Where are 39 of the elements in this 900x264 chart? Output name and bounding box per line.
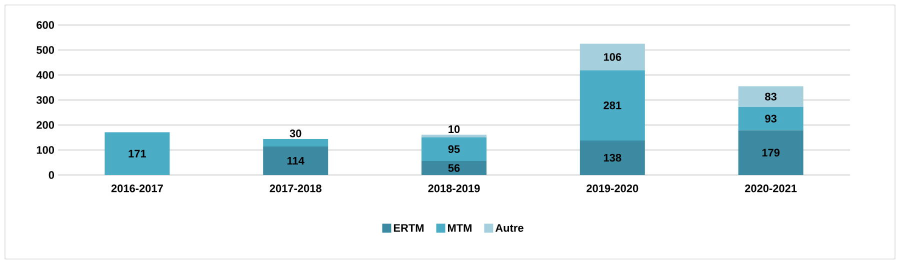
bar <box>580 140 645 175</box>
legend-label: ERTM <box>394 224 424 232</box>
y-tick-label: 600 <box>36 21 54 29</box>
data-label: 56 <box>448 164 460 172</box>
y-tick-label: 400 <box>36 71 54 79</box>
bar <box>580 44 645 70</box>
data-label: 93 <box>765 114 777 123</box>
bar <box>738 107 804 130</box>
y-tick-label: 100 <box>36 146 54 154</box>
bar <box>422 161 487 175</box>
bar <box>422 134 487 138</box>
data-label: 114 <box>287 156 304 165</box>
bar <box>738 86 804 107</box>
y-tick-label: 300 <box>36 96 54 104</box>
x-tick-label: 2019-2020 <box>586 184 638 192</box>
bar <box>104 132 170 175</box>
legend-label: Autre <box>495 224 524 232</box>
data-label: 10 <box>448 125 460 134</box>
bar <box>422 137 487 161</box>
data-label: 179 <box>762 148 780 157</box>
bar <box>263 146 328 175</box>
x-tick-label: 2018-2019 <box>428 184 480 192</box>
x-tick-label: 2017-2018 <box>270 184 322 192</box>
y-tick-label: 200 <box>36 121 54 129</box>
data-label: 171 <box>128 150 146 158</box>
data-label: 30 <box>290 130 302 138</box>
legend-label: MTM <box>448 224 472 232</box>
x-tick-label: 2020-2021 <box>744 184 797 192</box>
bar <box>580 70 645 140</box>
data-label: 138 <box>604 154 622 162</box>
y-tick-label: 500 <box>36 46 54 54</box>
x-tick-label: 2016-2017 <box>111 184 163 192</box>
y-tick-label: 0 <box>48 171 54 179</box>
data-label: 95 <box>448 145 460 154</box>
data-label: 281 <box>604 102 622 110</box>
data-label: 83 <box>765 92 777 101</box>
data-label: 106 <box>604 53 622 61</box>
bar <box>263 139 328 146</box>
bar <box>738 130 804 175</box>
